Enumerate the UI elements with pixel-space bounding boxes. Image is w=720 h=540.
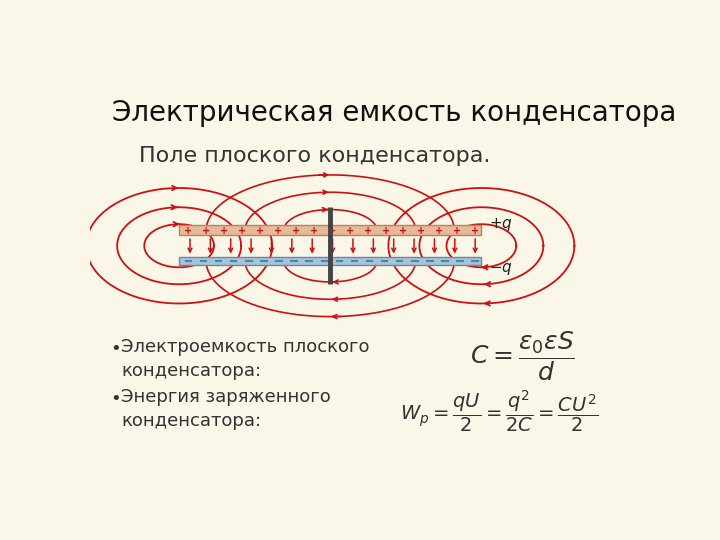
Text: +: +: [184, 226, 192, 236]
Text: +: +: [274, 226, 282, 236]
Text: +: +: [364, 226, 372, 236]
Text: Энергия заряженного
конденсатора:: Энергия заряженного конденсатора:: [121, 388, 330, 430]
Text: $C = \dfrac{\varepsilon_0 \varepsilon S}{d}$: $C = \dfrac{\varepsilon_0 \varepsilon S}…: [469, 330, 575, 383]
Text: +: +: [471, 226, 480, 236]
Text: +: +: [256, 226, 264, 236]
Text: +: +: [382, 226, 390, 236]
Text: +: +: [202, 226, 210, 236]
Text: +: +: [220, 226, 228, 236]
Text: Электроемкость плоского
конденсатора:: Электроемкость плоского конденсатора:: [121, 338, 369, 380]
Text: +: +: [418, 226, 426, 236]
Text: +: +: [238, 226, 246, 236]
Text: •: •: [110, 390, 121, 408]
Text: +: +: [400, 226, 408, 236]
Bar: [179, 225, 482, 235]
Text: +: +: [292, 226, 300, 236]
Text: Поле плоского конденсатора.: Поле плоского конденсатора.: [139, 146, 490, 166]
Text: $W_p = \dfrac{qU}{2} = \dfrac{q^2}{2C} = \dfrac{CU^2}{2}$: $W_p = \dfrac{qU}{2} = \dfrac{q^2}{2C} =…: [400, 388, 598, 434]
Text: +: +: [346, 226, 354, 236]
Text: •: •: [110, 340, 121, 357]
Text: $+q$: $+q$: [489, 215, 513, 233]
Text: +: +: [436, 226, 444, 236]
Text: +: +: [328, 226, 336, 236]
Text: +: +: [453, 226, 462, 236]
Bar: [179, 257, 482, 265]
Text: Электрическая емкость конденсатора: Электрическая емкость конденсатора: [112, 99, 676, 127]
Text: $-q$: $-q$: [489, 261, 513, 277]
Text: +: +: [310, 226, 318, 236]
